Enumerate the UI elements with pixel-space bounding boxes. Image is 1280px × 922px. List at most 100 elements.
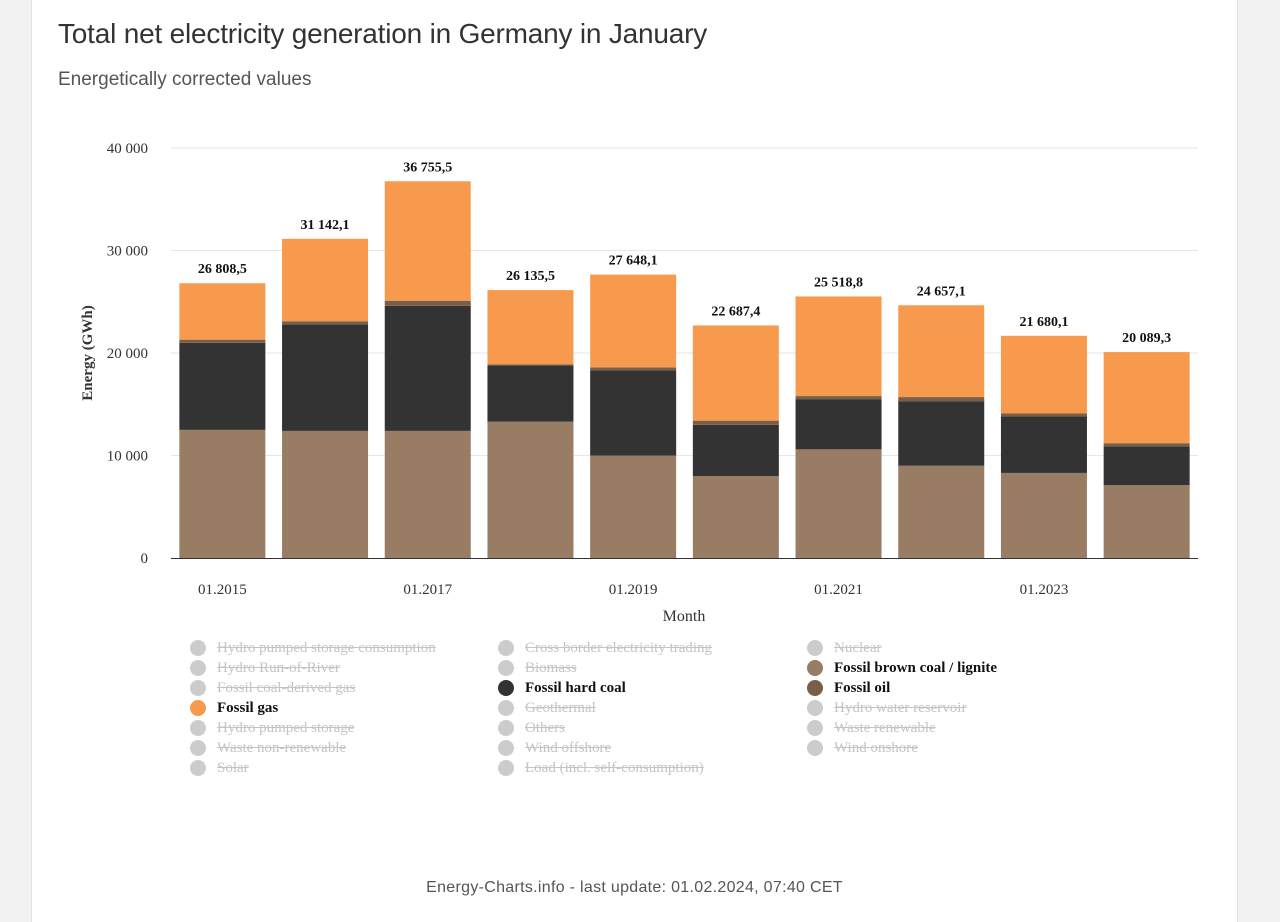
legend-item[interactable]: Wind offshore [498, 738, 611, 758]
bar-segment-brown_coal[interactable] [898, 465, 985, 558]
bar-segment-hard_coal[interactable] [590, 370, 677, 456]
bar-segment-hard_coal[interactable] [179, 342, 266, 430]
bar-segment-brown_coal[interactable] [1103, 485, 1190, 558]
bar-stack[interactable] [282, 238, 369, 558]
bar-segment-oil[interactable] [692, 420, 779, 425]
y-tick-label: 30 000 [107, 244, 148, 260]
legend-item[interactable]: Fossil brown coal / lignite [807, 658, 997, 678]
bar-segment-brown_coal[interactable] [282, 430, 369, 558]
legend-dot-icon [498, 680, 514, 696]
legend-item[interactable]: Hydro Run-of-River [190, 658, 340, 678]
legend-item[interactable]: Fossil oil [807, 678, 890, 698]
legend-dot-icon [807, 680, 823, 696]
total-label: 27 648,1 [609, 254, 658, 269]
total-label: 31 142,1 [301, 218, 350, 233]
bar-segment-oil[interactable] [898, 397, 985, 402]
legend-item[interactable]: Fossil gas [190, 698, 278, 718]
legend-label: Fossil brown coal / lignite [834, 659, 998, 676]
chart-card: Total net electricity generation in Germ… [31, 0, 1238, 922]
legend-dot-icon [807, 660, 823, 676]
bar-stack[interactable] [179, 283, 266, 558]
legend-item[interactable]: Hydro pumped storage consumption [190, 638, 436, 658]
legend-item[interactable]: Solar [190, 758, 249, 778]
bars[interactable] [179, 181, 1190, 559]
bar-segment-brown_coal[interactable] [487, 421, 574, 558]
bar-segment-brown_coal[interactable] [179, 429, 266, 558]
bar-segment-oil[interactable] [1000, 413, 1087, 417]
bar-segment-hard_coal[interactable] [282, 324, 369, 431]
bar-segment-hard_coal[interactable] [795, 399, 882, 450]
bar-segment-oil[interactable] [179, 339, 266, 343]
legend-dot-icon [190, 660, 206, 676]
bar-segment-gas[interactable] [282, 238, 369, 322]
total-label: 21 680,1 [1019, 315, 1068, 330]
bar-stack[interactable] [384, 181, 471, 558]
bar-segment-hard_coal[interactable] [1103, 446, 1190, 486]
legend-dot-icon [498, 720, 514, 736]
legend-label: Hydro Run-of-River [217, 659, 340, 676]
legend-label: Wind onshore [834, 739, 918, 756]
bar-segment-gas[interactable] [1000, 335, 1087, 414]
legend-item[interactable]: Geothermal [498, 698, 596, 718]
legend-label: Load (incl. self-consumption) [525, 759, 704, 776]
bar-segment-oil[interactable] [590, 367, 677, 371]
legend-item[interactable]: Biomass [498, 658, 577, 678]
legend-label: Others [525, 719, 565, 736]
legend-item[interactable]: Wind onshore [807, 738, 918, 758]
bar-segment-gas[interactable] [384, 181, 471, 301]
x-tick-label: 01.2019 [609, 582, 658, 598]
bar-segment-gas[interactable] [795, 296, 882, 397]
bar-segment-gas[interactable] [590, 274, 677, 368]
bar-stack[interactable] [590, 274, 677, 559]
legend-label: Waste non-renewable [217, 739, 347, 756]
legend-item[interactable]: Nuclear [807, 638, 881, 658]
bar-stack[interactable] [1103, 352, 1190, 558]
legend-item[interactable]: Load (incl. self-consumption) [498, 758, 704, 778]
legend-item[interactable]: Waste non-renewable [190, 738, 346, 758]
legend-dot-icon [498, 760, 514, 776]
bar-segment-oil[interactable] [282, 321, 369, 325]
legend-item[interactable]: Fossil coal-derived gas [190, 678, 355, 698]
legend-dot-icon [190, 760, 206, 776]
bar-segment-brown_coal[interactable] [384, 430, 471, 558]
legend-label: Fossil hard coal [525, 679, 626, 696]
bar-segment-brown_coal[interactable] [590, 455, 677, 559]
legend-dot-icon [498, 700, 514, 716]
legend-item[interactable]: Hydro pumped storage [190, 718, 354, 738]
bar-segment-gas[interactable] [1103, 352, 1190, 444]
bar-segment-gas[interactable] [487, 290, 574, 365]
bar-segment-hard_coal[interactable] [384, 305, 471, 431]
bar-stack[interactable] [795, 296, 882, 558]
bar-segment-oil[interactable] [1103, 443, 1190, 447]
legend-dot-icon [190, 720, 206, 736]
legend-item[interactable]: Fossil hard coal [498, 678, 626, 698]
bar-segment-brown_coal[interactable] [795, 449, 882, 558]
bar-stack[interactable] [898, 305, 985, 558]
bar-segment-brown_coal[interactable] [692, 476, 779, 558]
bar-segment-hard_coal[interactable] [898, 401, 985, 466]
bar-segment-oil[interactable] [384, 300, 471, 306]
legend-item[interactable]: Others [498, 718, 565, 738]
bar-stack[interactable] [1000, 335, 1087, 558]
bar-segment-gas[interactable] [898, 305, 985, 398]
bar-segment-hard_coal[interactable] [1000, 416, 1087, 473]
y-axis-title: Energy (GWh) [80, 305, 96, 400]
bar-segment-brown_coal[interactable] [1000, 472, 1087, 558]
bar-segment-hard_coal[interactable] [692, 424, 779, 476]
total-label: 25 518,8 [814, 275, 863, 290]
bar-segment-gas[interactable] [692, 325, 779, 421]
bar-segment-hard_coal[interactable] [487, 365, 574, 422]
legend-item[interactable]: Cross border electricity trading [498, 638, 712, 658]
bar-segment-oil[interactable] [487, 364, 574, 366]
x-tick-label: 01.2017 [403, 582, 452, 598]
legend-item[interactable]: Waste renewable [807, 718, 936, 738]
legend-dot-icon [190, 680, 206, 696]
legend-dot-icon [498, 660, 514, 676]
x-tick-label: 01.2015 [198, 582, 247, 598]
bar-stack[interactable] [487, 290, 574, 558]
bar-segment-gas[interactable] [179, 283, 266, 340]
bar-stack[interactable] [692, 325, 779, 558]
total-labels: 26 808,5 31 142,1 36 755,5 26 135,5 27 648,1… [198, 160, 1171, 346]
legend-item[interactable]: Hydro water reservoir [807, 698, 966, 718]
bar-segment-oil[interactable] [795, 396, 882, 400]
